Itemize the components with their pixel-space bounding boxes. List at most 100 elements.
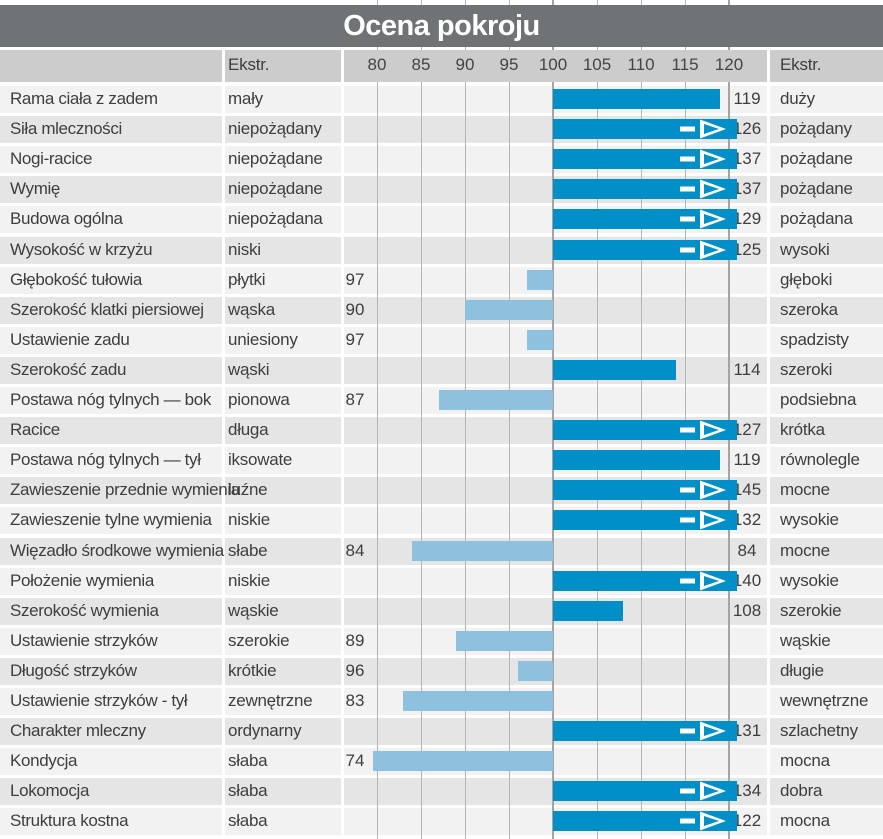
score-bar xyxy=(553,510,737,530)
overflow-arrow-icon xyxy=(680,420,726,440)
table-row: Charakter mleczny ordynarny 131 szlachetny xyxy=(0,718,883,745)
row-stripe-col2 xyxy=(225,86,341,113)
row-stripe-col2 xyxy=(225,387,341,414)
score-value-right: 127 xyxy=(732,420,762,439)
row-stripe-col1 xyxy=(0,658,222,685)
row-stripe-col1 xyxy=(0,598,222,625)
score-bar xyxy=(553,450,721,470)
trait-label: Charakter mleczny xyxy=(10,721,146,740)
row-stripe-col2 xyxy=(225,417,341,444)
row-stripe-col4 xyxy=(770,297,883,324)
gridline-95 xyxy=(508,0,510,839)
axis-tick-85: 85 xyxy=(411,55,431,74)
score-bar xyxy=(553,89,721,109)
trait-label: Postawa nóg tylnych — bok xyxy=(10,390,212,409)
row-stripe-col2 xyxy=(225,658,341,685)
row-stripe-col4 xyxy=(770,658,883,685)
score-bar xyxy=(456,631,553,651)
table-row: Szerokość zadu wąski 114 szeroki xyxy=(0,357,883,384)
row-stripe-col1 xyxy=(0,628,222,655)
trait-label: Więzadło środkowe wymienia xyxy=(10,541,224,560)
score-bar xyxy=(553,480,737,500)
table-row: Siła mleczności niepożądany 126 pożądany xyxy=(0,116,883,143)
row-stripe-col4 xyxy=(770,628,883,655)
row-stripe-col3 xyxy=(344,538,767,565)
trait-label: Wymię xyxy=(10,179,61,198)
row-stripe-col4 xyxy=(770,116,883,143)
right-extreme-label: spadzisty xyxy=(780,330,849,349)
score-bar xyxy=(553,811,737,831)
score-value-right: 84 xyxy=(737,541,757,560)
left-extreme-label: słaba xyxy=(228,751,268,770)
trait-label: Ustawienie strzyków - tył xyxy=(10,691,188,710)
row-stripe-col3 xyxy=(344,267,767,294)
table-row: Ustawienie strzyków - tył zewnętrzne 83 wew… xyxy=(0,688,883,715)
score-value-right: 131 xyxy=(732,721,762,740)
score-value-left: 84 xyxy=(345,541,365,560)
trait-label: Siła mleczności xyxy=(10,119,122,138)
row-stripe-col3 xyxy=(344,327,767,354)
left-extreme-label: długa xyxy=(228,420,269,439)
trait-label: Szerokość zadu xyxy=(10,360,127,379)
left-extreme-label: słabe xyxy=(228,541,268,560)
row-stripe-col4 xyxy=(770,387,883,414)
trait-label: Nogi-racice xyxy=(10,149,93,168)
gridline-100 xyxy=(552,0,554,839)
score-bar xyxy=(373,751,553,771)
score-bar xyxy=(553,119,737,139)
axis-tick-110: 110 xyxy=(627,55,655,74)
row-stripe-col2 xyxy=(225,477,341,504)
overflow-arrow-icon xyxy=(680,781,726,801)
table-row: Struktura kostna słaba 122 mocna xyxy=(0,808,883,835)
row-stripe-col3 xyxy=(344,297,767,324)
overflow-arrow-icon xyxy=(680,721,726,741)
row-stripe-col1 xyxy=(0,778,222,805)
trait-label: Głębokość tułowia xyxy=(10,270,143,289)
left-extreme-label: zewnętrzne xyxy=(228,691,313,710)
table-row: Postawa nóg tylnych — bok pionowa 87 podsie… xyxy=(0,387,883,414)
score-value-right: 122 xyxy=(732,811,762,830)
row-stripe-col4 xyxy=(770,808,883,835)
trait-label: Kondycja xyxy=(10,751,78,770)
score-bar xyxy=(438,390,553,410)
score-bar xyxy=(526,270,553,290)
score-value-right: 137 xyxy=(732,149,762,168)
axis-tick-95: 95 xyxy=(499,55,519,74)
table-row: Długość strzyków krótkie 96 długie xyxy=(0,658,883,685)
row-stripe-col2 xyxy=(225,598,341,625)
score-bar xyxy=(412,541,553,561)
row-stripe-col2 xyxy=(225,447,341,474)
left-extreme-label: niepożądana xyxy=(228,209,323,228)
score-value-right: 134 xyxy=(732,781,762,800)
row-stripe-col4 xyxy=(770,86,883,113)
overflow-arrow-icon xyxy=(680,149,726,169)
row-stripe-col2 xyxy=(225,267,341,294)
row-stripe-col4 xyxy=(770,417,883,444)
row-stripe-col2 xyxy=(225,297,341,324)
left-extreme-label: wąska xyxy=(228,300,275,319)
right-extreme-label: mocna xyxy=(780,751,830,770)
trait-label: Postawa nóg tylnych — tył xyxy=(10,450,201,469)
row-stripe-col1 xyxy=(0,808,222,835)
trait-label: Struktura kostna xyxy=(10,811,129,830)
row-stripe-col4 xyxy=(770,146,883,173)
score-bar xyxy=(403,691,553,711)
table-row: Nogi-racice niepożądane 137 pożądane xyxy=(0,146,883,173)
row-stripe-col1 xyxy=(0,477,222,504)
row-stripe-col1 xyxy=(0,116,222,143)
row-stripe-col2 xyxy=(225,778,341,805)
trait-label: Wysokość w krzyżu xyxy=(10,240,153,259)
right-extreme-label: długie xyxy=(780,661,824,680)
row-stripe-col4 xyxy=(770,477,883,504)
trait-label: Szerokość klatki piersiowej xyxy=(10,300,204,319)
table-row: Budowa ogólna niepożądana 129 pożądana xyxy=(0,206,883,233)
score-value-left: 97 xyxy=(345,330,365,349)
right-extreme-label: wewnętrzne xyxy=(780,691,869,710)
row-stripe-col4 xyxy=(770,176,883,203)
row-stripe-col1 xyxy=(0,447,222,474)
right-extreme-label: krótka xyxy=(780,420,825,439)
row-stripe-col4 xyxy=(770,598,883,625)
table-row: Więzadło środkowe wymienia słabe 84 84 mocne xyxy=(0,538,883,565)
right-extreme-label: wysokie xyxy=(780,571,839,590)
left-extreme-label: niepożądane xyxy=(228,149,323,168)
